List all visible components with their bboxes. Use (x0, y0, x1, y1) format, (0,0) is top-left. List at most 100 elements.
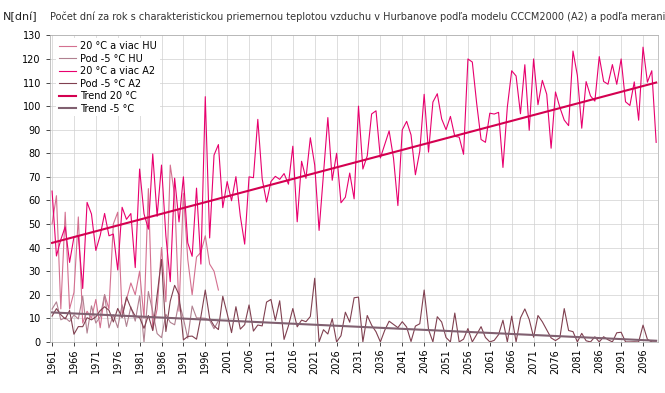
20 °C a viac A2 (53, 253, 61, 258)
Pod -5 °C HU (149, 310, 157, 314)
Line: Pod -5 °C A2: Pod -5 °C A2 (52, 259, 656, 342)
Pod -5 °C HU (74, 317, 82, 321)
20 °C a viac A2 (394, 203, 402, 208)
20 °C a viac HU (48, 222, 56, 226)
Pod -5 °C A2 (53, 306, 61, 311)
20 °C a viac HU (162, 299, 170, 304)
20 °C a viac A2 (48, 189, 56, 193)
Pod -5 °C HU (109, 312, 117, 317)
20 °C a viac HU (61, 210, 69, 215)
Trend 20 °C (53, 239, 61, 244)
20 °C a viac HU (96, 325, 104, 330)
20 °C a viac HU (193, 255, 201, 259)
20 °C a viac A2 (438, 117, 446, 121)
Pod -5 °C HU (180, 316, 188, 321)
Pod -5 °C HU (184, 336, 192, 341)
Pod -5 °C HU (188, 304, 196, 309)
Pod -5 °C HU (88, 303, 96, 308)
Trend 20 °C (48, 241, 56, 245)
Pod -5 °C HU (144, 289, 152, 294)
Pod -5 °C HU (158, 335, 166, 340)
Trend -5 °C (434, 328, 442, 333)
Pod -5 °C A2 (652, 340, 660, 344)
Pod -5 °C HU (70, 312, 78, 317)
Pod -5 °C HU (66, 319, 74, 324)
20 °C a viac HU (205, 262, 213, 266)
20 °C a viac HU (118, 311, 126, 316)
Pod -5 °C A2 (158, 257, 166, 262)
Pod -5 °C HU (61, 316, 69, 320)
Pod -5 °C HU (205, 318, 213, 323)
20 °C a viac HU (197, 250, 205, 255)
Line: Trend -5 °C: Trend -5 °C (52, 312, 656, 341)
Pod -5 °C A2 (442, 335, 450, 340)
Pod -5 °C HU (140, 340, 148, 344)
Pod -5 °C HU (193, 316, 201, 320)
20 °C a viac HU (70, 290, 78, 295)
Trend -5 °C (639, 338, 647, 342)
Pod -5 °C A2 (372, 329, 380, 334)
Trend -5 °C (390, 326, 398, 331)
Pod -5 °C HU (166, 320, 174, 325)
20 °C a viac HU (140, 316, 148, 321)
Pod -5 °C HU (197, 316, 205, 320)
20 °C a viac HU (122, 297, 130, 302)
Trend 20 °C (639, 84, 647, 88)
Pod -5 °C HU (53, 299, 61, 304)
Line: 20 °C a viac HU: 20 °C a viac HU (52, 165, 218, 330)
Pod -5 °C HU (92, 321, 100, 325)
Pod -5 °C HU (131, 319, 139, 323)
20 °C a viac A2 (78, 286, 86, 291)
Pod -5 °C A2 (315, 340, 323, 344)
20 °C a viac HU (92, 297, 100, 302)
20 °C a viac HU (166, 163, 174, 167)
20 °C a viac HU (144, 186, 152, 191)
20 °C a viac HU (136, 269, 144, 274)
Pod -5 °C HU (201, 316, 209, 321)
20 °C a viac A2 (57, 237, 65, 242)
Trend -5 °C (53, 310, 61, 315)
Pod -5 °C HU (162, 312, 170, 317)
Text: N[dní]: N[dní] (3, 12, 38, 22)
Pod -5 °C HU (48, 307, 56, 312)
Pod -5 °C HU (57, 318, 65, 322)
Pod -5 °C HU (210, 326, 218, 331)
Pod -5 °C A2 (398, 320, 406, 324)
20 °C a viac HU (66, 307, 74, 311)
20 °C a viac HU (114, 210, 122, 215)
20 °C a viac HU (78, 321, 86, 325)
Trend 20 °C (363, 157, 371, 162)
20 °C a viac HU (171, 193, 179, 198)
20 °C a viac A2 (639, 45, 647, 50)
20 °C a viac HU (109, 222, 117, 226)
Trend 20 °C (434, 138, 442, 143)
20 °C a viac A2 (368, 112, 376, 116)
Trend 20 °C (57, 238, 65, 243)
Trend -5 °C (57, 310, 65, 315)
Pod -5 °C A2 (48, 314, 56, 318)
20 °C a viac HU (105, 307, 113, 311)
20 °C a viac HU (153, 307, 161, 311)
20 °C a viac HU (131, 292, 139, 297)
Pod -5 °C A2 (648, 340, 656, 344)
20 °C a viac HU (188, 292, 196, 297)
Pod -5 °C HU (153, 331, 161, 336)
20 °C a viac HU (100, 292, 108, 297)
Trend 20 °C (390, 150, 398, 154)
Trend -5 °C (652, 338, 660, 343)
Pod -5 °C HU (127, 305, 135, 309)
Pod -5 °C HU (175, 299, 183, 304)
Trend 20 °C (652, 80, 660, 85)
Pod -5 °C HU (171, 322, 179, 327)
20 °C a viac HU (184, 257, 192, 262)
Line: 20 °C a viac A2: 20 °C a viac A2 (52, 47, 656, 288)
Pod -5 °C A2 (57, 312, 65, 317)
20 °C a viac HU (175, 309, 183, 314)
20 °C a viac HU (88, 316, 96, 321)
20 °C a viac HU (201, 233, 209, 238)
20 °C a viac HU (158, 245, 166, 250)
20 °C a viac HU (210, 269, 218, 274)
20 °C a viac HU (214, 288, 222, 292)
Pod -5 °C HU (100, 292, 108, 297)
20 °C a viac HU (57, 307, 65, 311)
